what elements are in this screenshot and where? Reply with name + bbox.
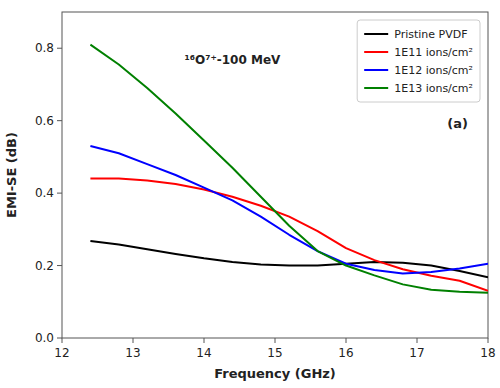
axes: 12 13 14 15 16 17 18 0.0 0.2 0.4 0.6 0.8 — [35, 12, 496, 360]
x-tick — [346, 338, 347, 343]
x-tick — [488, 338, 489, 343]
x-tick — [417, 338, 418, 343]
x-tick-label: 18 — [480, 346, 495, 360]
y-tick-label: 0.8 — [35, 41, 54, 55]
x-tick-label: 17 — [409, 346, 424, 360]
x-tick-label: 13 — [125, 346, 140, 360]
legend-box — [357, 20, 480, 102]
y-tick — [57, 265, 62, 266]
series-line — [90, 146, 488, 273]
legend-swatch — [364, 69, 388, 71]
legend-swatch — [364, 33, 388, 35]
x-tick — [275, 338, 276, 343]
y-tick — [57, 120, 62, 121]
x-tick — [204, 338, 205, 343]
legend-swatch — [364, 51, 388, 53]
legend-swatch — [364, 87, 388, 89]
chart: 12 13 14 15 16 17 18 0.0 0.2 0.4 0.6 0.8 Frequency (… — [0, 0, 500, 388]
series-line — [90, 45, 488, 293]
annotation: (a) — [447, 116, 468, 131]
x-tick — [62, 338, 63, 343]
y-tick — [57, 48, 62, 49]
y-tick — [57, 193, 62, 194]
y-axis-label: EMI-SE (dB) — [4, 132, 19, 218]
legend-label: 1E13 ions/cm² — [394, 82, 473, 95]
y-tick-label: 0.4 — [35, 186, 54, 200]
y-tick-label: 0.6 — [35, 114, 54, 128]
x-tick-label: 16 — [338, 346, 353, 360]
plot-area — [90, 45, 488, 293]
y-tick-label: 0.2 — [35, 259, 54, 273]
x-tick-label: 14 — [196, 346, 211, 360]
legend-label: Pristine PVDF — [394, 28, 467, 41]
legend: Pristine PVDF 1E11 ions/cm² 1E12 ions/cm² 1… — [357, 20, 480, 102]
plot-frame — [62, 12, 488, 338]
y-tick-label: 0.0 — [35, 331, 54, 345]
y-tick — [57, 338, 62, 339]
x-tick — [133, 338, 134, 343]
legend-label: 1E12 ions/cm² — [394, 64, 473, 77]
x-tick-label: 12 — [54, 346, 69, 360]
legend-label: 1E11 ions/cm² — [394, 46, 473, 59]
x-tick-label: 15 — [267, 346, 282, 360]
annotation: ¹⁶O⁷⁺-100 MeV — [184, 53, 281, 67]
x-axis-label: Frequency (GHz) — [214, 366, 336, 381]
background — [0, 0, 500, 388]
